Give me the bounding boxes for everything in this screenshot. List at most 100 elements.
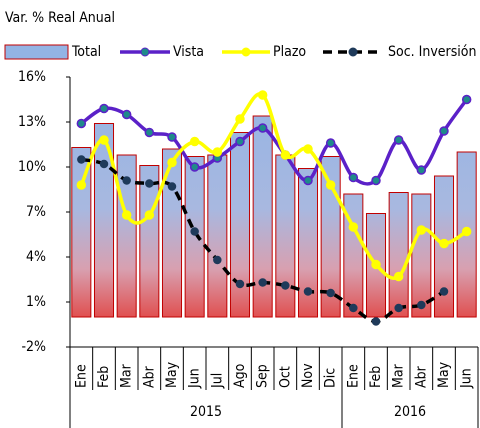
x-tick-label: Mar [391, 363, 407, 388]
bar [229, 132, 251, 318]
point-marker [121, 109, 132, 120]
legend-label: Total [71, 44, 101, 60]
series-line [80, 98, 469, 186]
point-marker [461, 226, 472, 237]
x-tick-label: Jun [459, 368, 475, 389]
legend-label: Plazo [273, 44, 306, 60]
x-tick-label: Ene [73, 364, 89, 388]
point-marker [258, 278, 267, 287]
point-marker [416, 165, 427, 175]
x-tick-label: Mar [119, 363, 135, 388]
point-marker [167, 182, 177, 191]
point-marker [76, 118, 87, 129]
point-marker [348, 172, 359, 183]
point-marker [212, 147, 223, 157]
point-marker [213, 255, 222, 265]
x-tick-label: Ene [345, 364, 361, 388]
legend-label: Vista [173, 44, 204, 60]
legend-marker [140, 47, 150, 57]
x-tick-label: Jun [187, 368, 203, 389]
point-marker [167, 157, 177, 168]
point-marker [76, 180, 87, 190]
bar [207, 154, 228, 318]
x-tick-label: Abr [141, 365, 157, 388]
point-marker [416, 225, 427, 235]
legend-swatch [4, 44, 69, 60]
bar [252, 115, 273, 318]
point-marker [303, 287, 313, 296]
point-marker [99, 135, 109, 145]
point-marker [393, 271, 404, 282]
bar [297, 168, 319, 318]
x-tick-label: Sep [255, 364, 271, 388]
point-marker [257, 90, 268, 100]
point-marker [99, 103, 109, 114]
point-marker [439, 126, 449, 136]
point-marker [122, 176, 131, 185]
point-marker [144, 127, 155, 138]
bar [71, 147, 92, 318]
point-marker [393, 135, 404, 145]
bar [93, 123, 115, 318]
point-marker [121, 210, 132, 220]
bar [161, 148, 183, 318]
point-marker [371, 259, 381, 270]
bar [139, 165, 160, 318]
y-tick-label: -2% [21, 339, 46, 355]
series-line [79, 92, 468, 280]
point-marker [326, 288, 335, 298]
bar [275, 154, 296, 318]
x-tick-label: Dic [323, 368, 339, 388]
x-tick-label: Ago [232, 363, 248, 388]
x-tick-label: Feb [368, 366, 384, 388]
x-tick-label: Jul [209, 373, 225, 389]
y-tick-label: 16% [18, 69, 46, 85]
x-tick-label: Oct [277, 366, 293, 388]
bar [184, 156, 205, 318]
point-marker [461, 94, 472, 105]
y-tick-label: 10% [18, 159, 46, 175]
bar [343, 193, 364, 318]
point-marker [99, 159, 109, 169]
point-marker [235, 279, 245, 289]
point-marker [235, 136, 245, 147]
y-tick-label: 1% [26, 294, 46, 310]
x-tick-label: Nov [300, 363, 316, 388]
point-marker [281, 281, 290, 290]
x-tick-label: May [164, 361, 180, 388]
group-label: 2016 [394, 404, 426, 420]
point-marker [303, 175, 313, 186]
x-tick-label: May [436, 361, 452, 388]
bar [411, 193, 432, 318]
x-tick-label: Feb [96, 366, 112, 388]
point-marker [417, 300, 426, 310]
point-marker [235, 114, 245, 124]
bar [388, 192, 409, 318]
point-marker [189, 162, 200, 172]
point-marker [394, 303, 403, 313]
group-label: 2015 [190, 404, 222, 420]
legend-label: Soc. Inversión [388, 44, 476, 60]
y-tick-label: 13% [18, 114, 46, 130]
point-marker [145, 179, 154, 188]
point-marker [144, 210, 155, 220]
point-marker [190, 227, 199, 236]
y-tick-label: 7% [26, 204, 46, 220]
point-marker [257, 123, 268, 133]
point-marker [439, 238, 449, 249]
legend-marker [348, 47, 358, 57]
point-marker [325, 138, 336, 148]
x-tick-label: Abr [413, 365, 429, 388]
y-tick-label: 4% [26, 249, 46, 265]
chart-subtitle: Var. % Real Anual [5, 10, 115, 26]
point-marker [77, 155, 86, 164]
point-marker [439, 287, 449, 296]
point-marker [349, 303, 358, 313]
point-marker [325, 180, 336, 190]
point-marker [303, 144, 313, 154]
point-marker [371, 317, 381, 326]
point-marker [348, 222, 359, 232]
point-marker [189, 136, 200, 147]
point-marker [371, 175, 381, 186]
